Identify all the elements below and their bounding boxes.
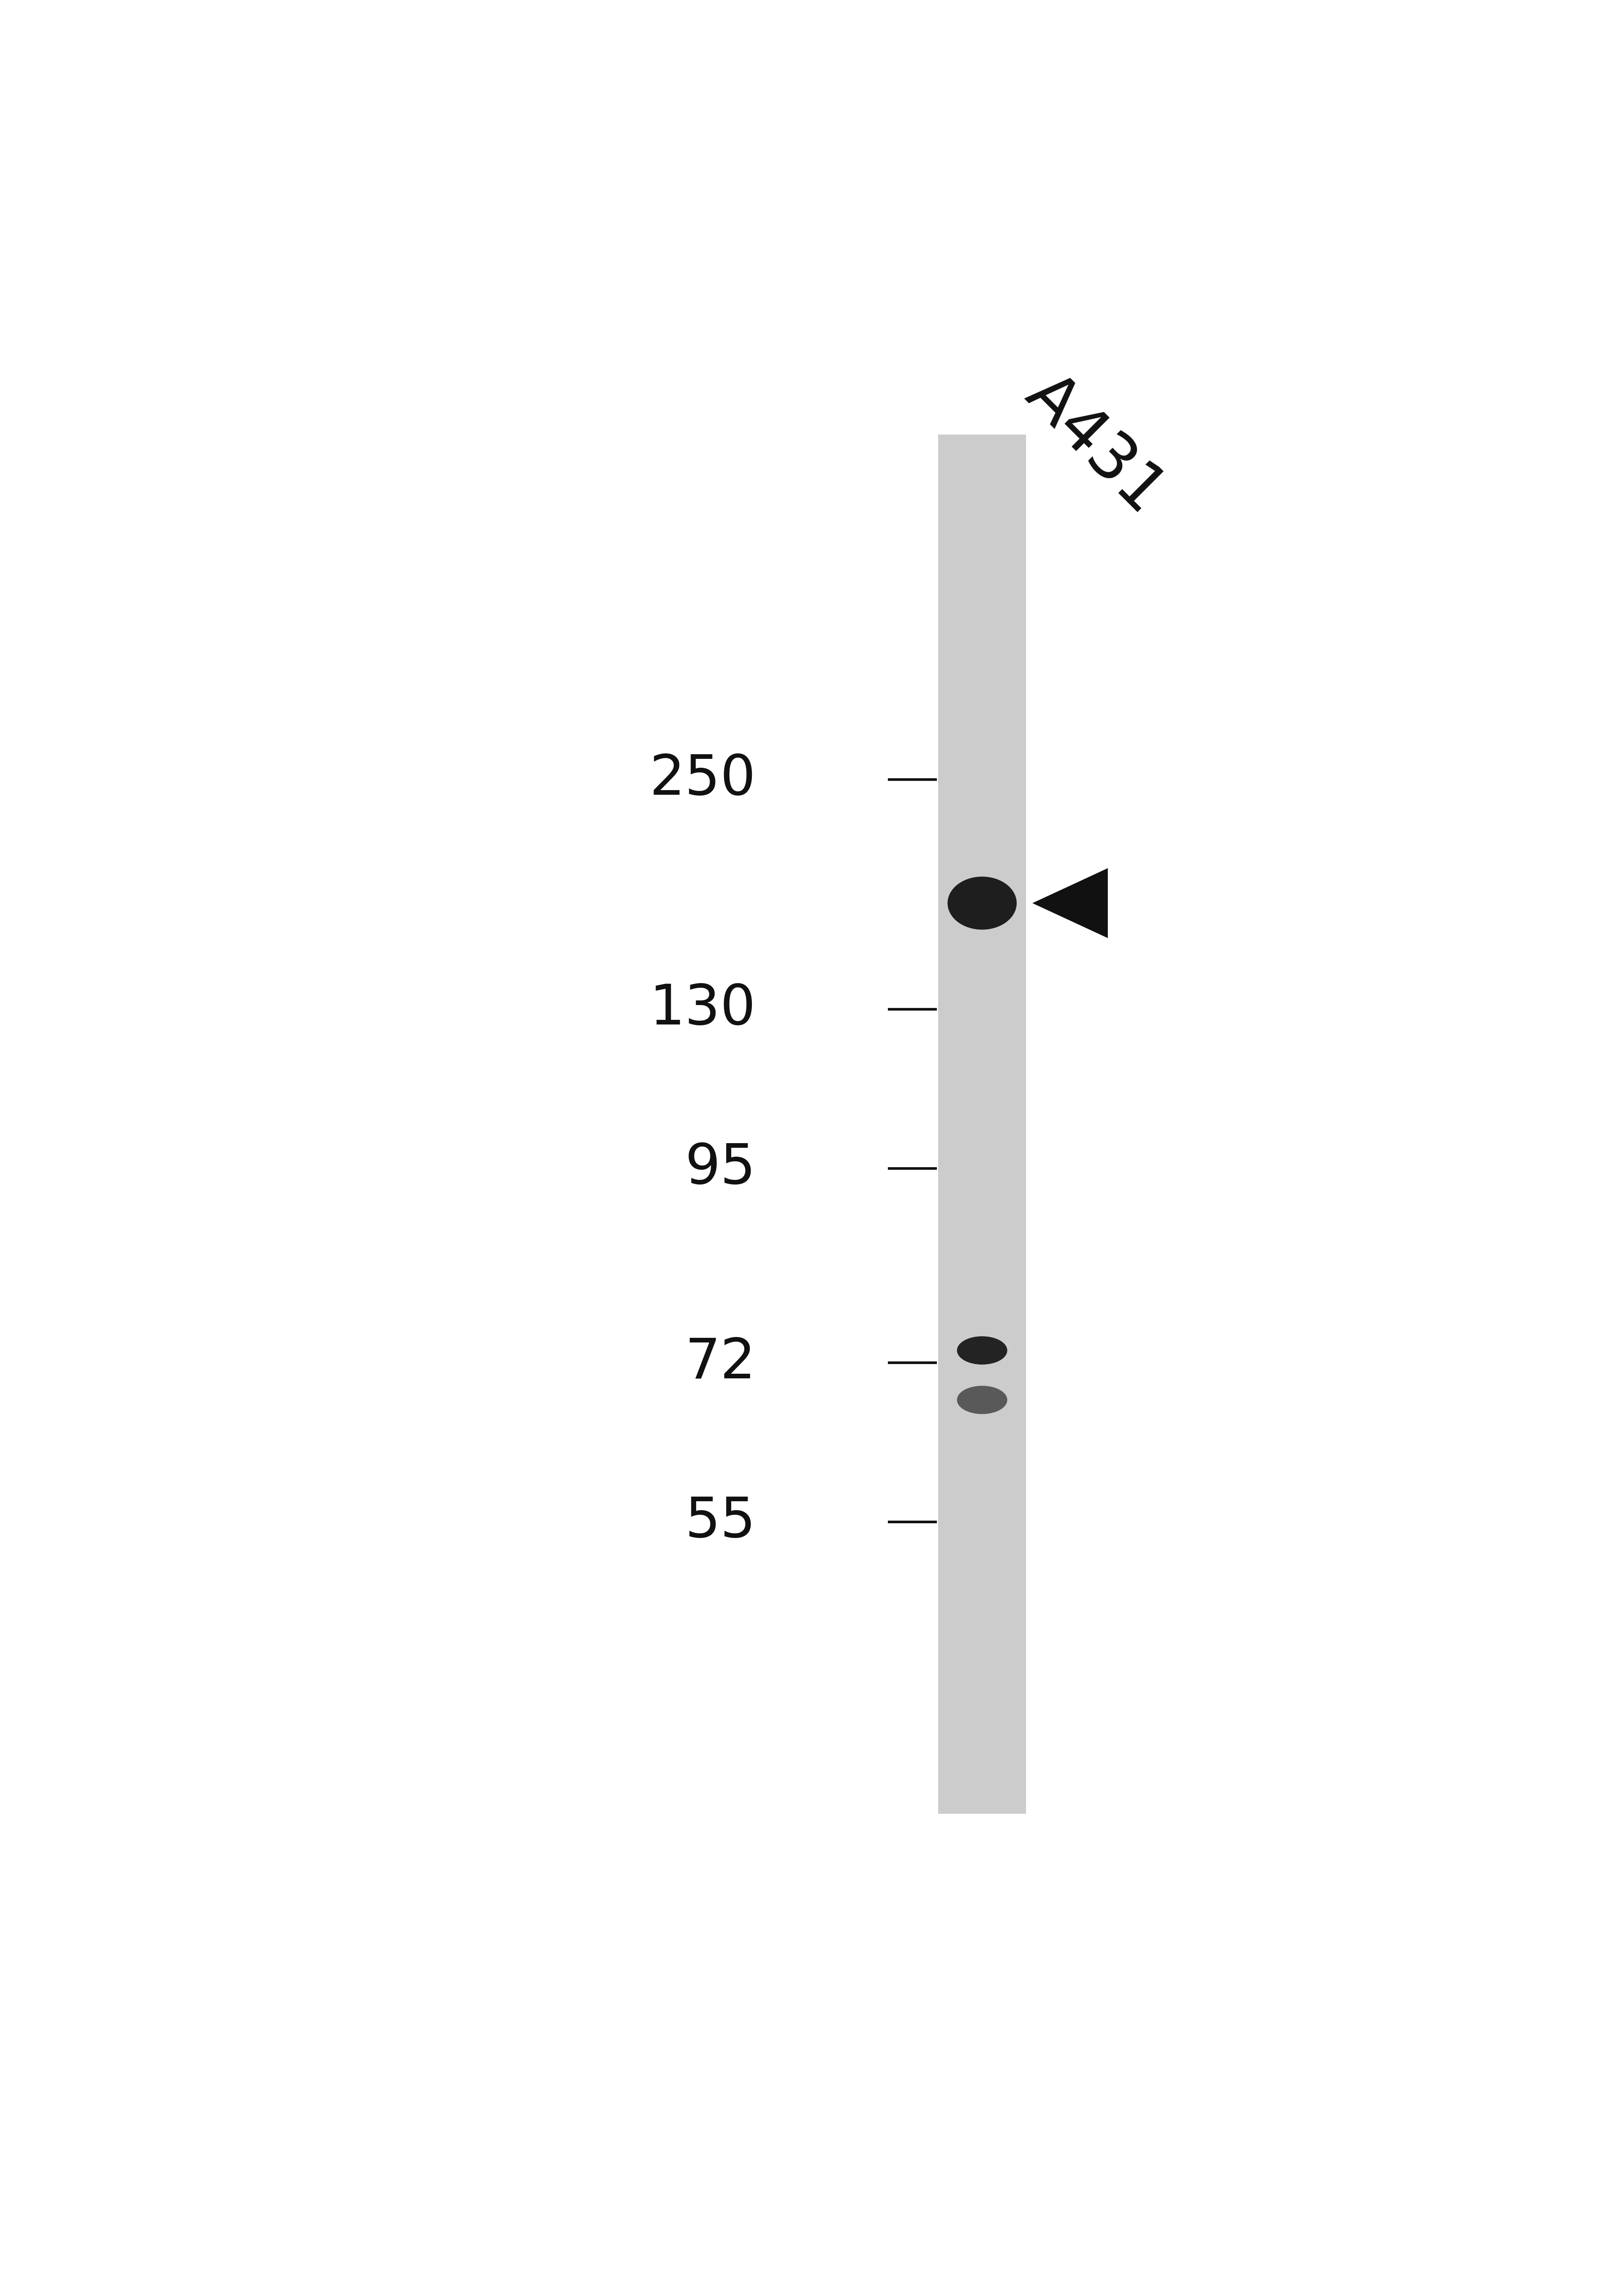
Polygon shape	[1032, 868, 1108, 939]
Ellipse shape	[957, 1387, 1007, 1414]
Text: 55: 55	[684, 1495, 756, 1550]
Text: 250: 250	[649, 753, 756, 806]
Text: 72: 72	[684, 1336, 756, 1389]
Ellipse shape	[947, 877, 1017, 930]
Text: A431: A431	[1014, 363, 1176, 526]
Text: 95: 95	[684, 1141, 756, 1196]
Text: 130: 130	[649, 983, 756, 1035]
Ellipse shape	[957, 1336, 1007, 1364]
Bar	[938, 434, 1027, 1814]
